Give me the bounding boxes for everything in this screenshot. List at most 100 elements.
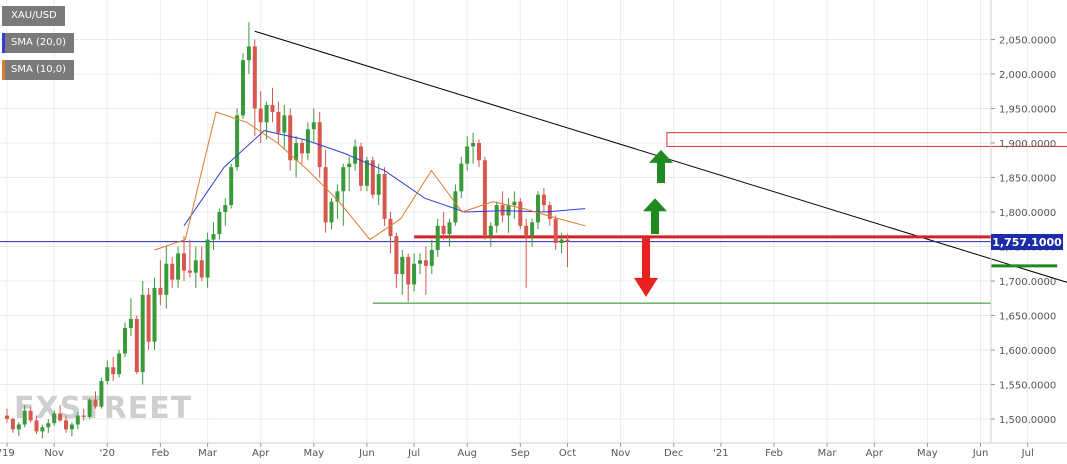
y-tick-label: 1,700.0000 <box>999 277 1056 288</box>
arrow-shaft <box>642 238 650 279</box>
candle-up <box>376 174 381 195</box>
candle-down <box>541 194 546 206</box>
candle-up <box>16 424 21 430</box>
arrow-shaft <box>657 161 665 184</box>
arrows-layer <box>634 149 673 297</box>
y-tick-label: 1,800.0000 <box>999 208 1056 219</box>
candle-down <box>93 399 98 407</box>
candle-up <box>152 287 157 342</box>
candle-down <box>382 174 387 219</box>
candle-down <box>182 253 186 271</box>
y-tick-label: 2,000.0000 <box>999 70 1056 81</box>
candle-down <box>64 420 68 430</box>
candle-up <box>282 115 287 133</box>
x-tick-label: May <box>303 448 324 459</box>
candle-up <box>128 318 133 328</box>
candle-down <box>134 318 139 373</box>
x-tick-label: Oct <box>559 448 576 459</box>
price-badge-text: 1,757.1000 <box>992 236 1062 249</box>
candle-up <box>140 294 145 373</box>
candle-down <box>111 367 116 375</box>
candle-down <box>482 160 487 237</box>
y-tick-label: 1,950.0000 <box>999 105 1056 116</box>
candle-up <box>235 115 240 168</box>
candle-up <box>418 260 422 264</box>
candle-up <box>347 163 352 168</box>
candle-up <box>453 191 458 223</box>
candle-up <box>311 122 316 130</box>
candle-down <box>10 419 15 430</box>
candle-down <box>170 263 175 280</box>
x-tick-label: Mar <box>198 448 218 459</box>
bullish-arrow-upper <box>649 149 673 184</box>
candle-up <box>229 167 234 206</box>
legend-sma20[interactable]: SMA (20,0) <box>2 33 75 53</box>
candle-up <box>164 263 169 295</box>
legend-sma10-label: SMA (10,0) <box>11 64 67 75</box>
zone-layer <box>666 132 1067 147</box>
candle-down <box>146 294 151 342</box>
arrow-head <box>634 277 658 297</box>
candle-up <box>176 253 181 280</box>
candle-up <box>400 256 405 275</box>
x-tick-label: Apr <box>252 448 270 459</box>
x-tick-label: Apr <box>866 448 884 459</box>
candle-up <box>353 146 358 164</box>
x-tick-label: Jul <box>407 448 420 459</box>
candle-up <box>52 413 57 424</box>
candle-down <box>288 115 293 161</box>
level-layer <box>0 235 1058 304</box>
candle-up <box>241 60 245 116</box>
candle-up <box>46 423 51 428</box>
candle-down <box>58 413 63 421</box>
y-tick-label: 1,900.0000 <box>999 139 1056 150</box>
candle-up <box>559 239 564 244</box>
candle-up <box>294 143 299 161</box>
candle-down <box>187 270 192 273</box>
legend-symbol[interactable]: XAU/USD <box>2 6 65 26</box>
candle-up <box>69 424 74 430</box>
candle-up <box>329 201 334 223</box>
candle-down <box>518 201 523 226</box>
y-tick-label: 2,050.0000 <box>999 36 1056 47</box>
arrow-shaft <box>651 210 659 235</box>
price-badge: 1,757.1000 <box>991 234 1063 250</box>
x-axis: '19 Nov '20 Feb Mar Apr May Jun Jul Aug Sep Oct Nov D… <box>0 443 1034 459</box>
sma20-swatch <box>2 33 5 53</box>
candle-up <box>512 201 517 206</box>
y-tick-label: 1,650.0000 <box>999 312 1056 323</box>
y-tick-label: 1,600.0000 <box>999 346 1056 357</box>
y-tick-label: 1,550.0000 <box>999 381 1056 392</box>
candles-layer <box>5 22 570 439</box>
legend-sma10[interactable]: SMA (10,0) <box>2 60 75 80</box>
candle-up <box>246 46 251 61</box>
candle-down <box>441 225 446 235</box>
candle-down <box>276 111 281 133</box>
candle-up <box>536 194 540 223</box>
candle-down <box>477 143 481 161</box>
candle-down <box>28 410 33 421</box>
candle-up <box>447 222 452 235</box>
x-tick-label: Jul <box>1021 448 1034 459</box>
x-tick-label: '19 <box>0 448 15 459</box>
bullish-arrow-lower <box>643 198 667 235</box>
candle-up <box>205 239 210 278</box>
x-tick-label: Dec <box>664 448 683 459</box>
candle-down <box>199 260 204 278</box>
y-tick-label: 1,850.0000 <box>999 174 1056 185</box>
x-tick-label: Aug <box>457 448 477 459</box>
x-tick-label: Sep <box>511 448 530 459</box>
candle-down <box>158 287 163 295</box>
candle-up <box>471 143 476 147</box>
candle-up <box>264 105 269 123</box>
candle-up <box>530 222 535 237</box>
candle-up <box>193 260 198 273</box>
candle-up <box>364 160 369 186</box>
candle-up <box>429 249 434 266</box>
candle-down <box>524 225 529 237</box>
x-tick-label: Feb <box>152 448 170 459</box>
candle-up <box>412 263 417 285</box>
candle-down <box>388 218 393 237</box>
